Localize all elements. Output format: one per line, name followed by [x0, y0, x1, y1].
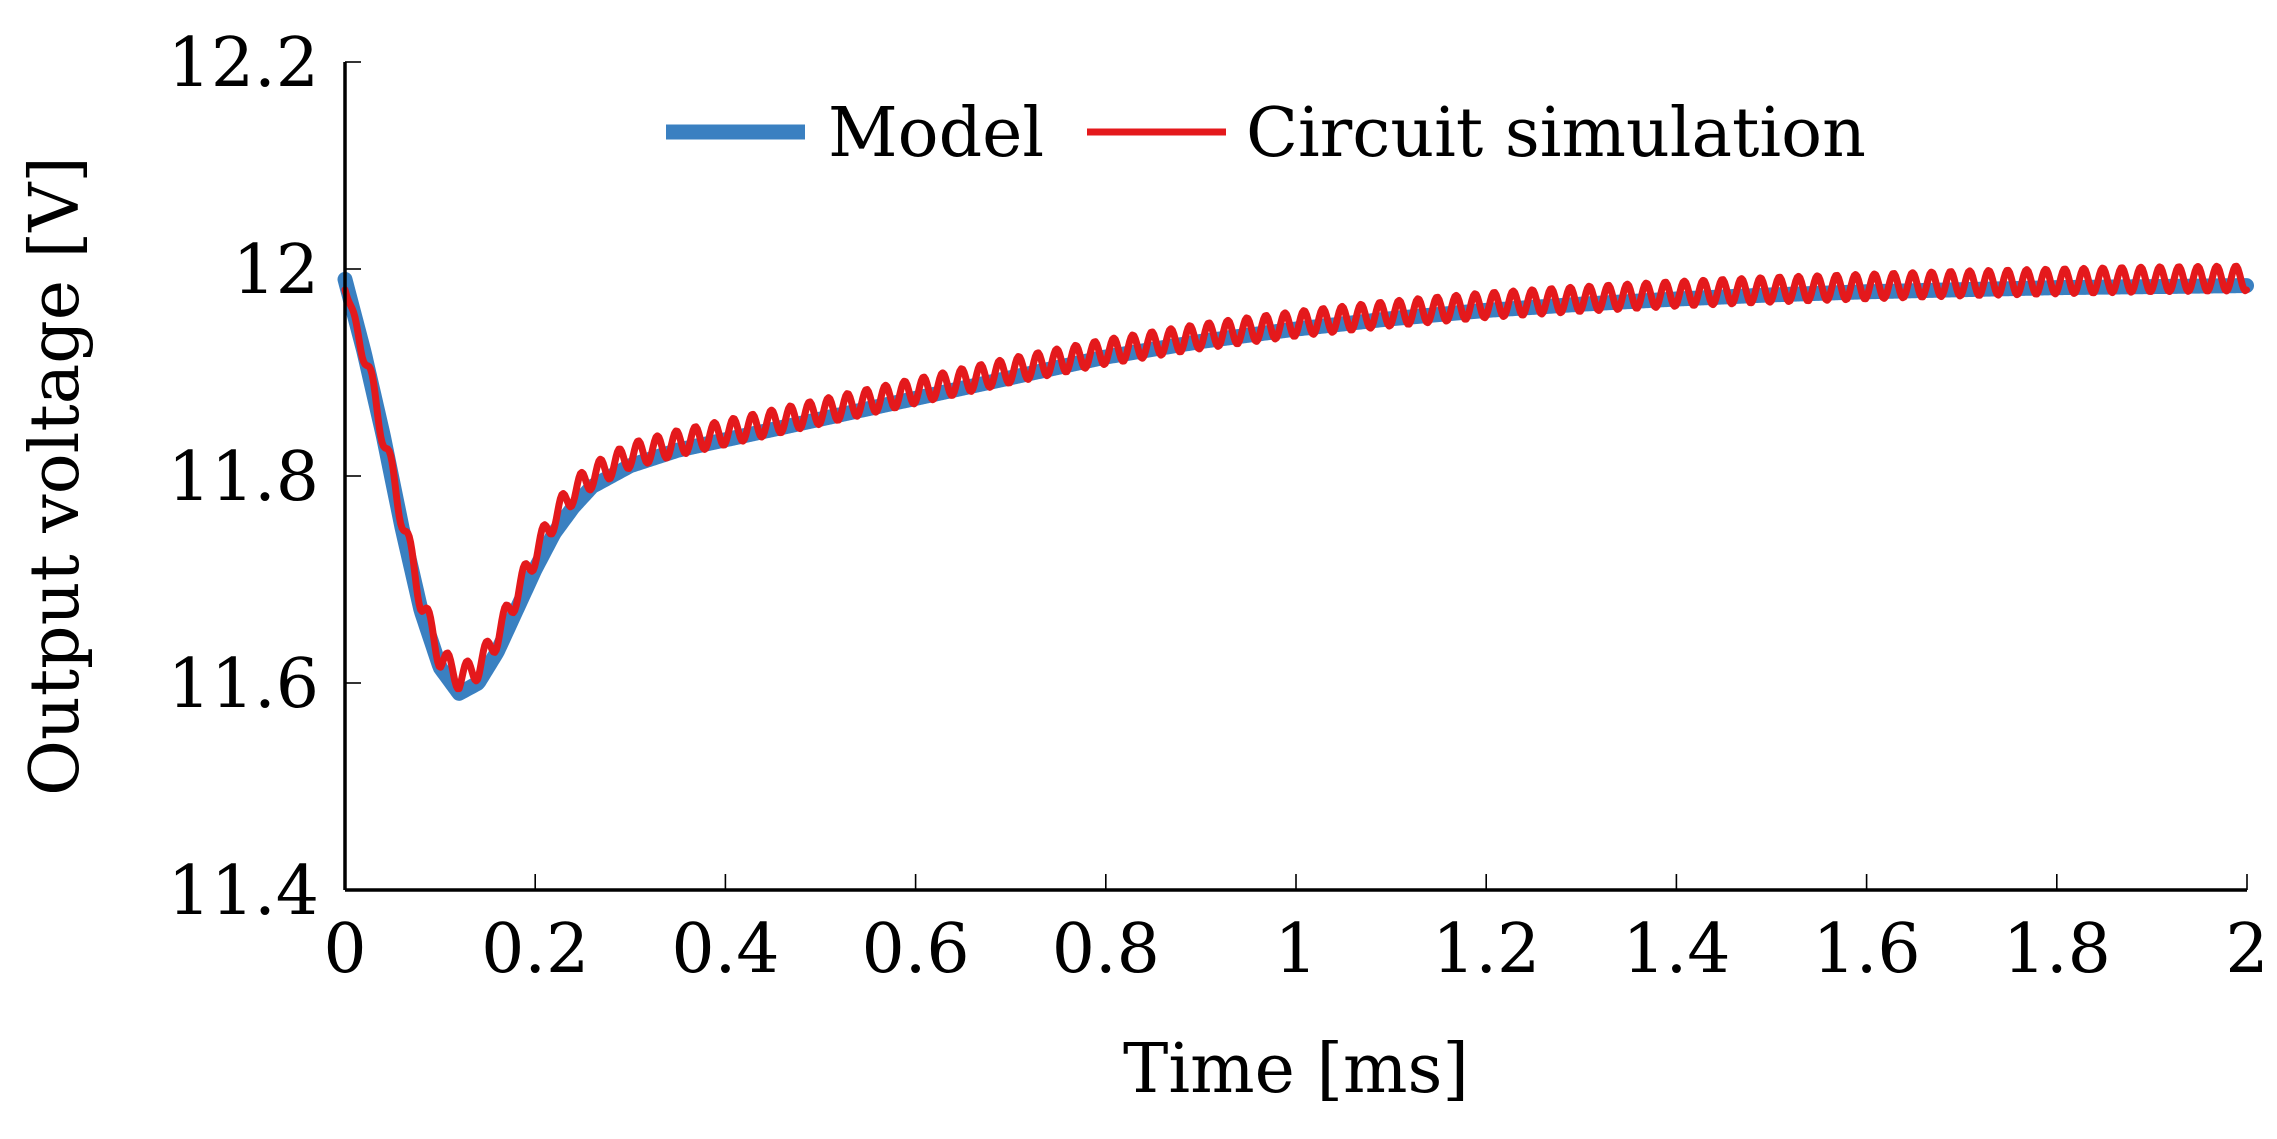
x-tick-label: 1.4 [1622, 910, 1730, 989]
plot-layer [337, 262, 2255, 701]
y-axis-title: Output voltage [V] [16, 156, 95, 796]
legend-circuit-simulation-label: Circuit simulation [1246, 94, 1866, 173]
y-tick-label: 11.4 [168, 852, 319, 931]
legend-model-label: Model [828, 94, 1044, 173]
y-tick-label: 12 [232, 231, 319, 310]
x-tick-label: 1.6 [1813, 910, 1921, 989]
x-tick-label: 1 [1274, 910, 1317, 989]
y-tick-label: 12.2 [168, 24, 319, 103]
x-tick-label: 1.8 [2003, 910, 2111, 989]
y-tick-label: 11.6 [168, 645, 319, 724]
legend-layer: Model Circuit simulation [666, 94, 1866, 173]
axes-layer: 0 0.2 0.4 0.6 0.8 1 1.2 1.4 1.6 1.8 2 11.4 11.6 11.8 1… [16, 24, 2269, 1109]
x-tick-label: 0.8 [1052, 910, 1160, 989]
x-tick-label: 0 [323, 910, 366, 989]
x-tick-label: 0.2 [481, 910, 589, 989]
x-tick-label: 0.6 [862, 910, 970, 989]
x-tick-label: 1.2 [1432, 910, 1540, 989]
x-tick-label: 0.4 [671, 910, 779, 989]
series-circuit-simulation-line [341, 262, 2251, 693]
x-tick-label: 2 [2225, 910, 2268, 989]
y-tick-label: 11.8 [168, 438, 319, 517]
x-axis-title: Time [ms] [1123, 1030, 1469, 1109]
series-model-line [337, 271, 2255, 701]
